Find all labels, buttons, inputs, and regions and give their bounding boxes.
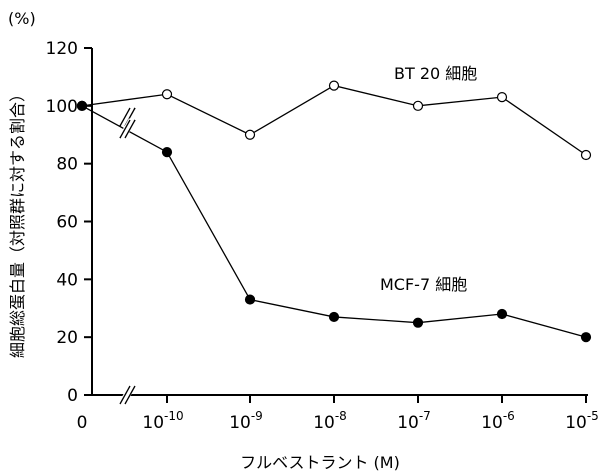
x-axis: 0 10-10 10-9 10-8 10-7 10-6 10-5 <box>77 394 599 433</box>
x-tick-label: 0 <box>77 413 88 433</box>
x-tick-label: 10-6 <box>481 409 515 433</box>
y-axis: 0 20 40 60 80 100 120 <box>46 39 93 406</box>
y-axis-title: 細胞総蛋白量（対照群に対する割合） <box>8 86 27 358</box>
data-point-mcf7 <box>244 294 256 305</box>
x-tick-label: 10-8 <box>313 409 347 433</box>
x-tick-label: 10-5 <box>565 409 599 433</box>
y-tick-label: 0 <box>67 386 78 406</box>
bt20-line-break-stroke-a-top <box>119 107 131 127</box>
series-line-mcf7 <box>81 105 587 338</box>
mcf7-line-break-stroke-a-top <box>119 119 131 139</box>
data-point-mcf7 <box>161 147 173 158</box>
x-axis-break-stroke-b <box>124 385 136 405</box>
mcf7-line-break-gap-top <box>118 118 136 140</box>
x-tick-label: 10-7 <box>397 409 431 433</box>
bt20-line-break-gap-top <box>118 106 136 128</box>
x-axis-break-gap <box>118 384 136 406</box>
y-tick-label: 120 <box>46 39 78 59</box>
y-tick-label: 60 <box>56 213 78 233</box>
series-label-bt20: BT 20 細胞 <box>394 64 477 83</box>
axis-breaks <box>118 106 136 406</box>
x-axis-title: フルベストラント (M) <box>240 453 400 472</box>
series-line-bt20 <box>81 84 587 156</box>
data-point-mcf7 <box>412 317 424 328</box>
data-point-bt20 <box>244 129 256 140</box>
data-point-bt20 <box>580 149 592 161</box>
y-ticks: 0 20 40 60 80 100 120 <box>46 39 92 406</box>
data-point-mcf7 <box>580 332 592 343</box>
data-point-mcf7 <box>76 100 88 111</box>
series-layer <box>76 80 592 343</box>
y-unit-label: (%) <box>8 9 36 28</box>
data-point-bt20 <box>161 89 173 100</box>
series-label-mcf7: MCF-7 細胞 <box>380 275 467 294</box>
x-tick-label: 10-9 <box>229 409 263 433</box>
y-tick-label: 40 <box>56 270 78 290</box>
y-tick-label: 20 <box>56 328 78 348</box>
data-point-mcf7 <box>328 311 340 323</box>
y-tick-label: 100 <box>46 97 78 117</box>
x-tick-label: 10-10 <box>142 409 183 433</box>
y-tick-label: 80 <box>56 155 78 175</box>
data-point-bt20 <box>328 80 340 91</box>
mcf7-line-break-stroke-b-top <box>124 119 136 139</box>
data-point-bt20 <box>496 92 508 103</box>
x-ticks: 0 10-10 10-9 10-8 10-7 10-6 10-5 <box>77 395 599 433</box>
data-point-mcf7 <box>496 308 508 320</box>
data-point-bt20 <box>412 100 424 111</box>
x-axis-break-stroke-a <box>119 385 131 405</box>
